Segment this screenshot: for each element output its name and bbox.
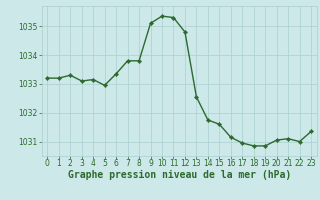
X-axis label: Graphe pression niveau de la mer (hPa): Graphe pression niveau de la mer (hPa) xyxy=(68,170,291,180)
